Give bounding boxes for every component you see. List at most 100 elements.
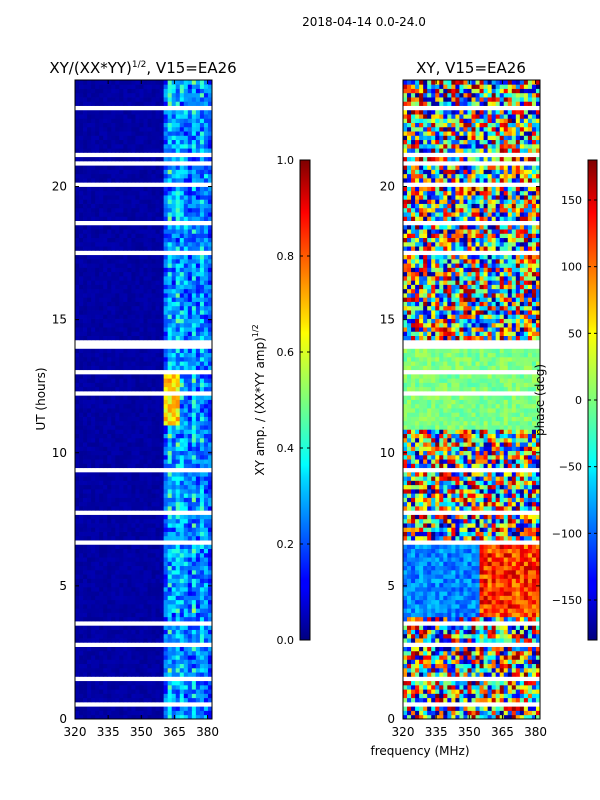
heatmap-cell [83, 195, 88, 200]
heatmap-cell [131, 186, 136, 192]
heatmap-cell [207, 224, 212, 230]
heatmap-cell [415, 693, 420, 699]
heatmap-cell [163, 88, 169, 94]
heatmap-cell [175, 177, 181, 183]
heatmap-cell [199, 531, 205, 537]
heatmap-cell [171, 612, 177, 618]
heatmap-cell [139, 471, 144, 477]
heatmap-cell [159, 203, 165, 209]
heatmap-cell [103, 348, 108, 354]
heatmap-cell [151, 97, 156, 102]
heatmap-cell [183, 514, 189, 520]
heatmap-cell [171, 429, 177, 434]
heatmap-cell [487, 714, 493, 719]
heatmap-cell [83, 501, 88, 507]
heatmap-cell [183, 318, 189, 324]
heatmap-cell [195, 684, 201, 690]
heatmap-cell [83, 646, 88, 652]
heatmap-cell [139, 356, 144, 362]
flagged-row [75, 540, 212, 545]
heatmap-cell [167, 297, 173, 302]
heatmap-cell [191, 672, 197, 677]
heatmap-cell [95, 165, 100, 170]
heatmap-cell [91, 433, 96, 439]
heatmap-cell [115, 403, 120, 409]
heatmap-cell [99, 663, 104, 669]
heatmap-cell [115, 399, 120, 405]
heatmap-cell [75, 535, 80, 541]
heatmap-cell [83, 365, 88, 371]
heatmap-cell [147, 484, 152, 490]
heatmap-cell [159, 365, 165, 371]
heatmap-cell [123, 131, 128, 136]
heatmap-cell [515, 693, 521, 699]
heatmap-cell [175, 544, 181, 549]
heatmap-cell [503, 710, 509, 716]
heatmap-cell [123, 655, 128, 660]
heatmap-cell [503, 684, 509, 690]
heatmap-cell [131, 523, 136, 528]
heatmap-cell [159, 527, 165, 532]
heatmap-cell [151, 263, 156, 268]
heatmap-cell [75, 216, 80, 221]
heatmap-cell [123, 297, 128, 302]
heatmap-cell [75, 267, 80, 273]
heatmap-cell [155, 327, 161, 332]
heatmap-cell [175, 118, 181, 123]
heatmap-cell [159, 80, 165, 85]
heatmap-cell [179, 527, 185, 532]
heatmap-cell [131, 638, 136, 643]
heatmap-cell [203, 638, 209, 643]
heatmap-cell [83, 497, 88, 503]
heatmap-cell [183, 373, 189, 379]
heatmap-cell [91, 314, 96, 319]
heatmap-cell [131, 118, 136, 123]
heatmap-cell [91, 493, 96, 498]
heatmap-cell [127, 203, 132, 209]
heatmap-cell [159, 416, 165, 422]
heatmap-cell [75, 275, 80, 281]
heatmap-cell [107, 122, 112, 128]
heatmap-cell [103, 437, 108, 443]
heatmap-cell [87, 523, 92, 528]
heatmap-cell [99, 233, 104, 239]
heatmap-cell [143, 271, 148, 277]
heatmap-cell [159, 471, 165, 477]
heatmap-cell [159, 97, 165, 102]
heatmap-cell [171, 603, 177, 609]
heatmap-cell [155, 442, 161, 447]
heatmap-cell [95, 416, 100, 422]
heatmap-cell [163, 582, 169, 588]
heatmap-cell [155, 356, 161, 362]
heatmap-cell [411, 680, 416, 686]
heatmap-cell [167, 463, 173, 469]
heatmap-cell [471, 659, 476, 665]
heatmap-cell [103, 612, 108, 618]
heatmap-cell [207, 148, 212, 153]
heatmap-cell [479, 684, 484, 690]
heatmap-cell [135, 633, 140, 639]
heatmap-cell [75, 506, 80, 511]
heatmap-cell [183, 552, 189, 558]
heatmap-cell [87, 680, 92, 686]
heatmap-cell [115, 190, 120, 196]
heatmap-cell [131, 327, 136, 332]
heatmap-cell [91, 109, 96, 115]
heatmap-cell [487, 689, 493, 694]
heatmap-cell [139, 582, 144, 588]
heatmap-cell [147, 373, 152, 379]
heatmap-cell [163, 667, 169, 673]
heatmap-cell [167, 378, 173, 383]
heatmap-cell [75, 314, 80, 319]
heatmap-cell [491, 689, 497, 694]
heatmap-cell [139, 429, 144, 434]
heatmap-cell [159, 506, 165, 511]
heatmap-cell [143, 97, 148, 102]
heatmap-cell [143, 297, 148, 302]
heatmap-cell [135, 693, 140, 699]
heatmap-cell [83, 297, 88, 302]
heatmap-cell [127, 684, 132, 690]
heatmap-cell [151, 450, 156, 456]
heatmap-cell [163, 518, 169, 524]
heatmap-cell [195, 280, 201, 285]
